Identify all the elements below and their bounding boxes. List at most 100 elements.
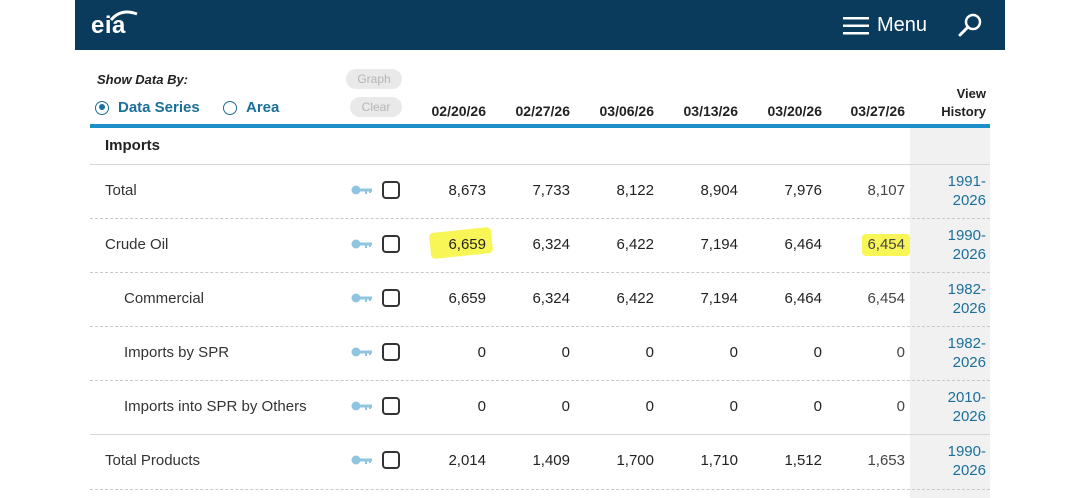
history-end: 2026: [952, 300, 986, 317]
row-divider: [90, 380, 990, 381]
column-header: 02/20/26: [431, 103, 487, 119]
header-divider: [90, 124, 990, 128]
history-link[interactable]: 1990- 2026: [930, 226, 986, 264]
area-label: Area: [246, 99, 280, 116]
show-data-by-label: Show Data By:: [97, 72, 189, 87]
row-divider: [90, 434, 990, 435]
table-cell: 0: [896, 344, 905, 361]
table-cell: 6,454: [867, 236, 905, 253]
data-series-radio[interactable]: Data Series: [95, 99, 200, 116]
table-cell: 6,464: [784, 236, 822, 253]
menu-label: Menu: [877, 14, 928, 36]
table-cell: 8,107: [867, 182, 905, 199]
table-row: Imports by SPR 0 0 0 0 0 0 1982- 2026: [0, 326, 1080, 380]
table-row: Total Products 2,014 1,409 1,700 1,710 1…: [0, 434, 1080, 488]
history-link[interactable]: 2010- 2026: [930, 388, 986, 426]
table-cell: 0: [561, 398, 570, 415]
eia-logo[interactable]: eia: [91, 12, 126, 39]
table-cell: 1,710: [700, 452, 738, 469]
table-cell: 6,422: [616, 290, 654, 307]
row-checkbox[interactable]: [382, 451, 400, 469]
history-end: 2026: [952, 246, 986, 263]
column-header: 03/20/26: [767, 103, 823, 119]
view-history-header: View History: [930, 85, 986, 121]
table-cell: 0: [477, 398, 486, 415]
table-cell: 0: [477, 344, 486, 361]
history-start: 1982-: [947, 335, 986, 352]
row-label: Crude Oil: [105, 236, 169, 253]
table-cell: 6,422: [616, 236, 654, 253]
history-link[interactable]: 1982- 2026: [930, 280, 986, 318]
history-start: 1991-: [947, 173, 986, 190]
row-checkbox[interactable]: [382, 343, 400, 361]
table-cell: 8,122: [616, 182, 654, 199]
table-cell: 0: [645, 344, 654, 361]
key-icon[interactable]: [351, 292, 373, 304]
table-cell: 7,194: [700, 236, 738, 253]
table-cell: 6,659: [448, 290, 486, 307]
table-row: Imports into SPR by Others 0 0 0 0 0 0 2…: [0, 380, 1080, 434]
table-cell: 7,976: [784, 182, 822, 199]
key-icon[interactable]: [351, 346, 373, 358]
history-start: 1990-: [947, 227, 986, 244]
history-start: 1982-: [947, 281, 986, 298]
table-cell: 1,409: [532, 452, 570, 469]
key-icon[interactable]: [351, 238, 373, 250]
row-divider: [90, 489, 990, 490]
row-checkbox[interactable]: [382, 181, 400, 199]
row-label: Imports by SPR: [124, 344, 230, 361]
table-cell: 6,454: [867, 290, 905, 307]
view-history-line2: History: [941, 104, 986, 119]
table-cell: 0: [813, 398, 822, 415]
highlight-mark: [862, 234, 910, 256]
history-link[interactable]: 1982- 2026: [930, 334, 986, 372]
table-cell: 6,659: [448, 236, 486, 253]
table-cell: 1,700: [616, 452, 654, 469]
table-row: Crude Oil 6,659 6,324 6,422 7,194 6,464 …: [0, 218, 1080, 272]
graph-button[interactable]: Graph: [346, 69, 402, 89]
row-checkbox[interactable]: [382, 289, 400, 307]
area-radio[interactable]: Area: [223, 99, 279, 116]
row-checkbox[interactable]: [382, 397, 400, 415]
column-header: 03/13/26: [683, 103, 739, 119]
table-cell: 6,324: [532, 236, 570, 253]
row-label: Total Products: [105, 452, 201, 469]
radio-unchecked-icon[interactable]: [223, 100, 237, 115]
table-cell: 0: [729, 398, 738, 415]
table-cell: 0: [561, 344, 570, 361]
history-end: 2026: [952, 462, 986, 479]
key-icon[interactable]: [351, 400, 373, 412]
view-history-line1: View: [956, 86, 986, 101]
history-link[interactable]: 1990- 2026: [930, 442, 986, 480]
table-cell: 8,673: [448, 182, 486, 199]
menu-button[interactable]: Menu: [843, 14, 927, 37]
logo-arc-icon: [109, 10, 138, 22]
row-label: Commercial: [124, 290, 205, 307]
search-icon[interactable]: [957, 12, 983, 38]
table-cell: 6,324: [532, 290, 570, 307]
row-divider: [90, 326, 990, 327]
history-start: 1990-: [947, 443, 986, 460]
table-cell: 6,464: [784, 290, 822, 307]
key-icon[interactable]: [351, 454, 373, 466]
table-cell: 0: [729, 344, 738, 361]
history-end: 2026: [952, 192, 986, 209]
history-end: 2026: [952, 354, 986, 371]
table-cell: 0: [813, 344, 822, 361]
column-header: 03/27/26: [850, 103, 906, 119]
radio-checked-icon[interactable]: [95, 100, 109, 115]
row-label: Imports into SPR by Others: [124, 398, 307, 415]
table-cell: 1,653: [867, 452, 905, 469]
table-cell: 8,904: [700, 182, 738, 199]
table-row: Total 8,673 7,733 8,122 8,904 7,976 8,10…: [0, 164, 1080, 218]
table-cell: 2,014: [448, 452, 486, 469]
table-cell: 0: [645, 398, 654, 415]
menu-icon: [843, 16, 869, 34]
row-checkbox[interactable]: [382, 235, 400, 253]
history-link[interactable]: 1991- 2026: [930, 172, 986, 210]
clear-button[interactable]: Clear: [350, 97, 402, 117]
table-row: Commercial 6,659 6,324 6,422 7,194 6,464…: [0, 272, 1080, 326]
table-cell: 7,733: [532, 182, 570, 199]
key-icon[interactable]: [351, 184, 373, 196]
table-cell: 0: [896, 398, 905, 415]
